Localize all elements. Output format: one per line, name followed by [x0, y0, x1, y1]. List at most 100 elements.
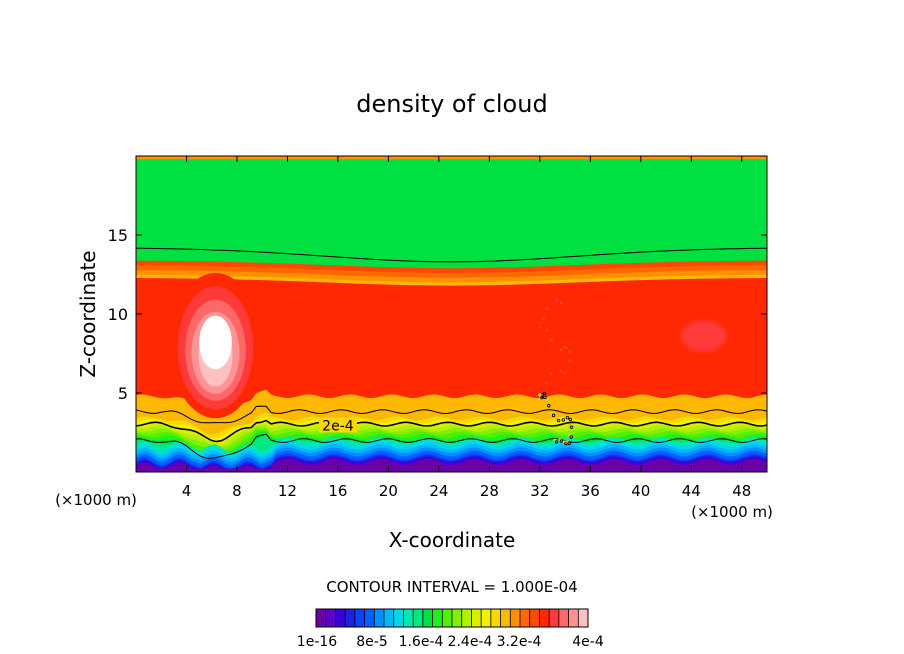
turbulent-contour [565, 416, 570, 420]
colorbar-swatch [345, 609, 356, 627]
turbulent-cell [555, 298, 559, 302]
contour-field: 2e-4 [136, 116, 767, 472]
secondary-core [681, 320, 727, 352]
core-band-max [136, 278, 767, 411]
colorbar-swatch [520, 609, 531, 627]
colorbar-swatch [354, 609, 365, 627]
turbulent-cell [549, 338, 553, 342]
turbulent-contour [569, 435, 573, 439]
colorbar-swatch [481, 609, 492, 627]
turbulent-contour [567, 441, 571, 445]
turbulent-cell [541, 317, 545, 321]
colorbar-swatch [461, 609, 472, 627]
colorbar-swatch [403, 609, 414, 627]
colorbar-label: 1.6e-4 [399, 634, 444, 650]
turbulent-cell [566, 345, 570, 349]
contour-line-lower [136, 433, 767, 459]
x-tick-label: 28 [480, 482, 499, 500]
colorbar-swatch [393, 609, 404, 627]
upper-band-1 [136, 116, 767, 156]
colorbar-swatch [452, 609, 463, 627]
colorbar-swatch [558, 609, 569, 627]
contour-line-label: 2e-4 [322, 418, 354, 434]
turbulent-cell [568, 359, 572, 364]
colorbar-frame [315, 608, 589, 628]
colorbar-swatch [384, 609, 395, 627]
turbulent-contour [554, 440, 559, 444]
colorbar-swatch [325, 609, 336, 627]
colorbar-label: 3.2e-4 [497, 634, 542, 650]
colorbar-swatch [529, 609, 540, 627]
colorbar-swatch [510, 609, 521, 627]
x-axis-label: X-coordinate [389, 528, 516, 552]
x-unit-left: (×1000 m) [55, 491, 137, 509]
x-tick-label: 12 [278, 482, 297, 500]
contour-line-upper [136, 247, 767, 263]
colorbar-swatch [549, 609, 560, 627]
upper-band-4 [136, 132, 767, 156]
colorbar-swatch [364, 609, 375, 627]
y-axis-ticks: 5 10 15 [108, 226, 767, 403]
colorbar-label: 1e-16 [297, 634, 337, 650]
turbulent-cell [554, 368, 558, 372]
turbulent-cell [559, 348, 563, 352]
turbulent-contour [564, 441, 568, 446]
colorbar-swatch [490, 609, 501, 627]
colorbar-label: 4e-4 [572, 634, 604, 650]
colorbar-labels: 1e-16 8e-5 1.6e-4 2.4e-4 3.2e-4 4e-4 [297, 634, 604, 650]
turbulent-contour [542, 391, 546, 396]
x-tick-label: 44 [682, 482, 701, 500]
turbulent-cell [549, 372, 553, 376]
turbulent-cell [545, 307, 549, 311]
chart-title: density of cloud [356, 90, 547, 118]
turbulent-contour [543, 395, 547, 399]
x-tick-label: 16 [328, 482, 347, 500]
x-tick-label: 8 [232, 482, 242, 500]
upper-band-6 [136, 141, 767, 156]
turbulent-cell [550, 299, 554, 304]
contour-line-2e-4 [136, 419, 767, 443]
max-core-peak [199, 315, 232, 370]
colorbar-swatch [442, 609, 453, 627]
turbulent-contour [547, 404, 551, 408]
turbulent-cell [568, 350, 572, 354]
contour-label-background [318, 417, 357, 433]
colorbar-swatch [335, 609, 346, 627]
x-tick-label: 24 [429, 482, 448, 500]
colorbar-swatch [374, 609, 385, 627]
x-tick-label: 32 [530, 482, 549, 500]
turbulent-cell [566, 368, 570, 372]
x-unit-right: (×1000 m) [691, 503, 773, 521]
colorbar-swatch [422, 609, 433, 627]
colorbar-swatch [413, 609, 424, 627]
turbulent-cell [559, 369, 563, 373]
turbulent-cell [545, 328, 549, 332]
turbulent-cell [544, 381, 548, 385]
turbulent-contour [551, 413, 556, 418]
colorbar [315, 608, 589, 628]
colorbar-label: 8e-5 [356, 634, 387, 650]
x-tick-label: 4 [182, 482, 192, 500]
y-tick-label: 5 [118, 384, 128, 403]
colorbar-swatch [568, 609, 579, 627]
colorbar-swatch [471, 609, 482, 627]
x-tick-label: 48 [732, 482, 751, 500]
lower-band-18 [136, 459, 767, 472]
turbulent-contour [569, 425, 574, 429]
colorbar-swatch [316, 609, 327, 627]
colorbar-swatch [432, 609, 443, 627]
turbulent-cell [563, 345, 567, 350]
turbulent-cell [559, 301, 564, 305]
contour-line-middle [136, 405, 767, 424]
turbulent-contour [568, 417, 572, 422]
x-tick-label: 36 [581, 482, 600, 500]
upper-band-2 [136, 121, 767, 156]
y-axis-label: Z-coordinate [76, 250, 100, 377]
x-tick-label: 20 [379, 482, 398, 500]
upper-band-3 [136, 127, 767, 156]
contour-interval-text: CONTOUR INTERVAL = 1.000E-04 [326, 578, 577, 596]
colorbar-label: 2.4e-4 [448, 634, 493, 650]
colorbar-swatch [578, 609, 589, 627]
colorbar-swatch [539, 609, 550, 627]
